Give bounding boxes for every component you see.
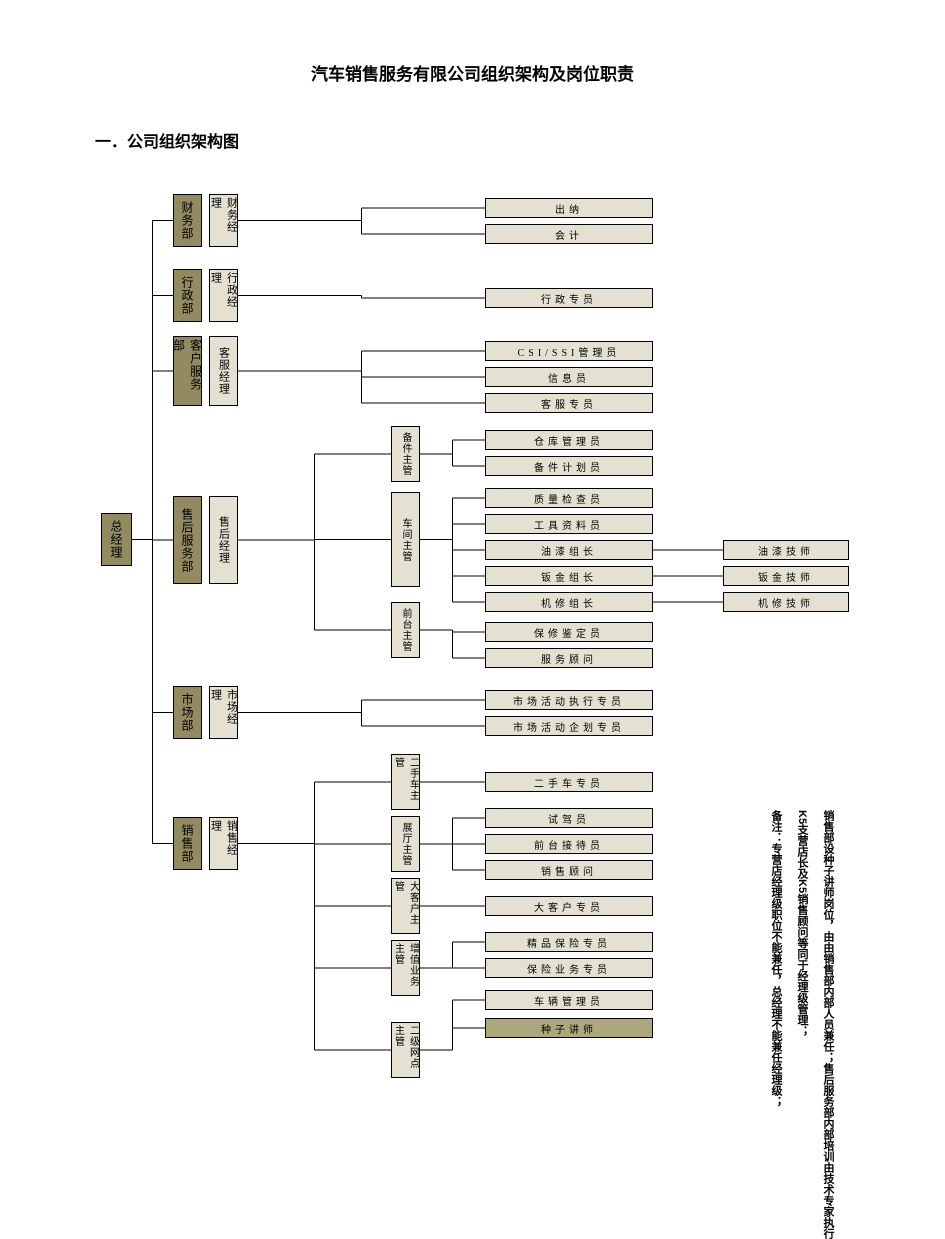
node-mgr-cs: 客服经理: [209, 336, 238, 406]
node-leaf-cs-1: 信息员: [485, 367, 653, 387]
node-leaf-as-0-0: 仓库管理员: [485, 430, 653, 450]
node-leaf-adm-0: 行政专员: [485, 288, 653, 308]
section-title-text: 一．公司组织架构图: [95, 134, 239, 151]
node-root: 总经理: [101, 513, 132, 566]
node-leaf-sales-3-1: 保险业务专员: [485, 958, 653, 978]
node-mgr-as: 售后经理: [209, 496, 238, 584]
node-leaf-sales-1-1: 前台接待员: [485, 834, 653, 854]
node-dept-fin: 财务部: [173, 194, 202, 247]
node-leaf-mkt-0: 市场活动执行专员: [485, 690, 653, 710]
node-dept-mkt: 市场部: [173, 686, 202, 739]
node-leaf2-as-1-3: 钣金技师: [723, 566, 849, 586]
node-leaf-as-1-4: 机修组长: [485, 592, 653, 612]
node-leaf-cs-2: 客服专员: [485, 393, 653, 413]
node-leaf-as-2-0: 保修鉴定员: [485, 622, 653, 642]
node-sup-as-0: 备件主管: [391, 426, 420, 482]
node-sup-as-2: 前台主管: [391, 602, 420, 658]
footnote-line-0: 备注：专营店经理级职位不能兼任，总经理不能兼任经理级；: [768, 810, 784, 1107]
node-leaf-sales-0-0: 二手车专员: [485, 772, 653, 792]
node-dept-sales: 销售部: [173, 817, 202, 870]
footnote-line-1: K5支营店长及K5销售顾问等同于经理级管理；: [794, 810, 810, 1036]
node-mgr-mkt: 市场经理: [209, 686, 238, 739]
node-mgr-fin: 财务经理: [209, 194, 238, 247]
node-sup-sales-0: 二手车主管: [391, 754, 420, 810]
node-leaf-mkt-1: 市场活动企划专员: [485, 716, 653, 736]
node-dept-cs: 客户服务部: [173, 336, 202, 406]
node-sup-sales-2: 大客户主管: [391, 878, 420, 934]
node-sup-as-1: 车间主管: [391, 492, 420, 587]
node-leaf-sales-1-2: 销售顾问: [485, 860, 653, 880]
node-leaf-as-2-1: 服务顾问: [485, 648, 653, 668]
node-leaf-as-0-1: 备件计划员: [485, 456, 653, 476]
section-title: 一．公司组织架构图: [95, 128, 239, 152]
node-dept-as: 售后服务部: [173, 496, 202, 584]
node-leaf-cs-0: CSI/SSI管理员: [485, 341, 653, 361]
node-mgr-sales: 销售经理: [209, 817, 238, 870]
node-dept-adm: 行政部: [173, 269, 202, 322]
node-mgr-adm: 行政经理: [209, 269, 238, 322]
node-leaf-as-1-2: 油漆组长: [485, 540, 653, 560]
node-leaf2-as-1-4: 机修技师: [723, 592, 849, 612]
node-leaf-sales-2-0: 大客户专员: [485, 896, 653, 916]
node-leaf-sales-3-0: 精品保险专员: [485, 932, 653, 952]
page-title-text: 汽车销售服务有限公司组织架构及岗位职责: [311, 65, 634, 84]
node-leaf-fin-1: 会计: [485, 224, 653, 244]
node-leaf-fin-0: 出纳: [485, 198, 653, 218]
node-leaf2-as-1-2: 油漆技师: [723, 540, 849, 560]
node-leaf-sales-4-0: 车辆管理员: [485, 990, 653, 1010]
node-sup-sales-4: 二级网点主管: [391, 1022, 420, 1078]
page-title: 汽车销售服务有限公司组织架构及岗位职责: [0, 60, 945, 85]
node-leaf-as-1-0: 质量检查员: [485, 488, 653, 508]
node-leaf-sales-4-1: 种子讲师: [485, 1018, 653, 1038]
node-sup-sales-1: 展厅主管: [391, 816, 420, 872]
footnote-line-2: 销售部设种子讲师岗位，由由销售部内部人员兼任；售后服务部内部培训由技术专家执行: [820, 810, 836, 1239]
node-leaf-as-1-3: 钣金组长: [485, 566, 653, 586]
node-leaf-sales-1-0: 试驾员: [485, 808, 653, 828]
node-leaf-as-1-1: 工具资料员: [485, 514, 653, 534]
node-sup-sales-3: 增值业务主管: [391, 940, 420, 996]
